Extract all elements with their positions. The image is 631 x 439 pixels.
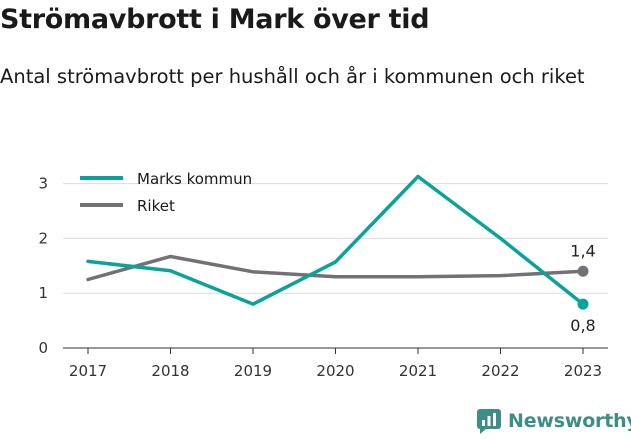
x-tick-label-2022: 2022 [481, 362, 519, 380]
chart-title: Strömavbrott i Mark över tid [0, 4, 430, 35]
brand-name: Newsworthy [508, 410, 631, 432]
x-tick-label-2017: 2017 [69, 362, 107, 380]
x-axis: 2017 2018 2019 2020 2021 2022 2023 [63, 347, 608, 380]
end-label-riket: 1,4 [570, 241, 595, 260]
end-point-marks-kommun [577, 298, 589, 310]
y-tick-label-1: 1 [38, 284, 48, 302]
y-tick-label-2: 2 [38, 229, 48, 247]
x-tick-label-2018: 2018 [151, 362, 189, 380]
x-tick-label-2020: 2020 [316, 362, 354, 380]
newsworthy-logo: Newsworthy [476, 408, 631, 434]
y-axis-ticks: 0 1 2 3 [38, 175, 48, 357]
series-line-marks-kommun [86, 174, 585, 306]
y-tick-label-3: 3 [38, 175, 48, 193]
y-tick-label-0: 0 [38, 339, 48, 357]
legend-label-marks-kommun: Marks kommun [137, 170, 252, 188]
legend: Marks kommun Riket [80, 170, 252, 215]
x-tick-label-2021: 2021 [399, 362, 437, 380]
end-point-riket [577, 265, 589, 277]
x-tick-label-2023: 2023 [564, 362, 602, 380]
chart-subtitle: Antal strömavbrott per hushåll och år i … [0, 65, 585, 88]
newsworthy-icon [477, 409, 501, 434]
series-lines: 0,8 1,4 [86, 174, 596, 335]
x-tick-label-2019: 2019 [234, 362, 272, 380]
series-line-riket [86, 254, 585, 282]
end-label-marks-kommun: 0,8 [570, 316, 595, 335]
grid-lines [63, 183, 608, 294]
legend-label-riket: Riket [137, 197, 175, 215]
